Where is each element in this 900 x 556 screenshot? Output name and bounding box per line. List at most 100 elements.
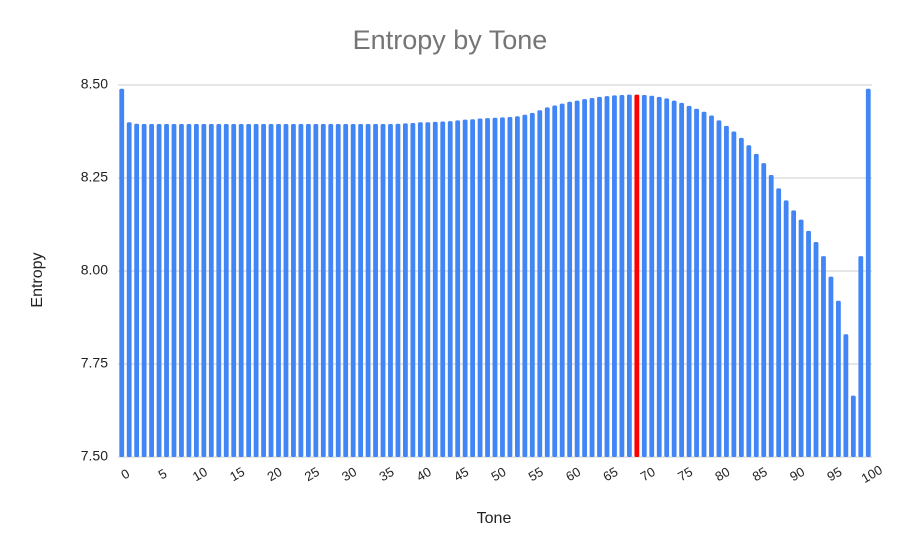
bar	[843, 334, 849, 457]
bar	[403, 123, 408, 457]
x-tick-label: 0	[118, 466, 132, 483]
x-tick-label: 70	[638, 464, 658, 484]
x-tick-label: 65	[600, 464, 620, 484]
bar	[350, 124, 356, 457]
bar	[216, 124, 222, 457]
bar	[365, 124, 371, 457]
bar	[619, 95, 625, 457]
x-tick-label: 35	[376, 464, 396, 484]
bar	[238, 124, 244, 457]
bar	[522, 114, 528, 457]
bar	[753, 153, 759, 457]
bar	[126, 122, 132, 457]
bar	[686, 105, 692, 457]
bar	[850, 395, 856, 457]
x-tick-label: 40	[414, 464, 434, 484]
bar	[604, 96, 610, 457]
bar	[164, 124, 169, 457]
x-tick-label: 20	[264, 464, 284, 484]
bar	[559, 103, 565, 457]
x-tick-label: 80	[712, 464, 732, 484]
bar	[492, 117, 498, 458]
x-tick-label: 55	[526, 464, 546, 484]
bar	[358, 124, 364, 457]
bar	[641, 95, 647, 457]
bar	[768, 175, 774, 458]
y-tick-label: 8.25	[81, 169, 108, 185]
bar	[410, 122, 416, 457]
bar	[477, 118, 483, 457]
bar	[186, 124, 192, 457]
bar	[283, 124, 289, 457]
bar	[208, 124, 214, 457]
bar	[731, 131, 737, 457]
bar	[806, 230, 811, 457]
bar	[432, 121, 438, 457]
bar	[455, 120, 461, 457]
bar	[813, 241, 819, 457]
bar	[447, 121, 453, 458]
bar	[507, 116, 513, 457]
bar	[776, 188, 782, 457]
x-tick-label: 30	[339, 464, 359, 484]
bar	[649, 95, 655, 458]
bar	[724, 125, 729, 458]
bar	[253, 124, 259, 457]
bar	[626, 94, 632, 457]
bar	[380, 124, 386, 457]
bar	[395, 123, 401, 458]
x-tick-label: 90	[787, 464, 807, 484]
bar	[791, 210, 797, 457]
x-tick-label: 95	[824, 464, 844, 484]
x-tick-label: 60	[563, 464, 583, 484]
bar	[373, 124, 378, 457]
bar	[223, 124, 229, 457]
bar	[671, 100, 677, 458]
bar	[425, 122, 431, 457]
x-tick-label: 15	[227, 464, 247, 484]
y-tick-label: 7.75	[81, 355, 108, 371]
bar	[664, 98, 670, 457]
bar	[417, 122, 423, 457]
bar	[709, 115, 714, 457]
bar	[798, 219, 804, 457]
bar	[828, 276, 834, 457]
bar	[462, 119, 468, 457]
bar	[440, 121, 446, 458]
bar	[328, 124, 334, 457]
x-tick-label: 50	[488, 464, 508, 484]
bar	[567, 101, 573, 458]
bar	[544, 107, 550, 457]
bar	[179, 124, 184, 457]
x-tick-label: 85	[750, 464, 770, 484]
bar	[738, 137, 744, 457]
bar	[305, 124, 311, 457]
bar	[171, 124, 177, 457]
bar	[858, 256, 864, 457]
bar	[612, 95, 617, 457]
x-tick-label: 5	[156, 466, 170, 483]
chart-title: Entropy by Tone	[353, 25, 548, 55]
bar	[574, 100, 580, 458]
x-tick-label: 10	[190, 464, 210, 484]
bar	[388, 124, 393, 457]
bar	[261, 124, 266, 457]
x-axis-label: Tone	[477, 510, 512, 527]
bar	[320, 124, 326, 457]
bar	[694, 108, 699, 458]
bar	[514, 116, 520, 458]
bar	[193, 124, 199, 457]
bar	[597, 96, 602, 458]
bar	[582, 99, 587, 458]
bar	[656, 96, 662, 458]
bar	[701, 111, 707, 457]
y-tick-label: 8.00	[81, 262, 108, 278]
bar	[298, 124, 304, 457]
bar	[291, 124, 296, 457]
bar	[716, 120, 722, 457]
bar	[529, 112, 535, 458]
bar	[589, 98, 595, 458]
bar	[470, 119, 476, 457]
bar	[821, 256, 826, 457]
